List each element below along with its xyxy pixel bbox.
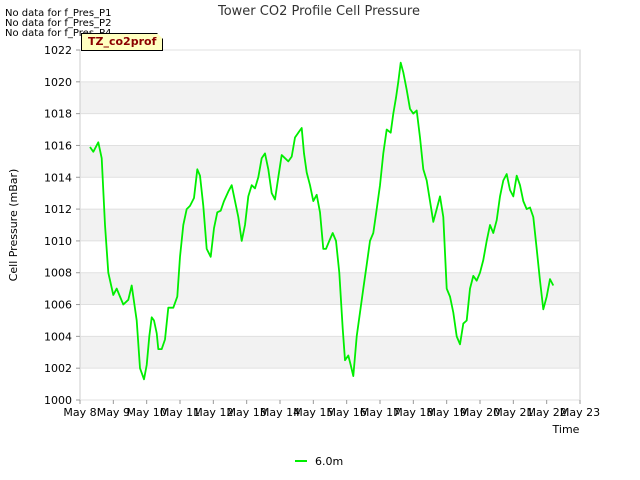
band-1014 <box>80 145 580 178</box>
band-1010 <box>80 209 580 241</box>
x-tick-label: May 11 <box>160 406 200 419</box>
y-tick-label: 1012 <box>44 203 72 216</box>
band-1016 <box>80 113 580 146</box>
site-badge: TZ_co2prof <box>81 33 164 51</box>
y-axis-ticks: 1000 1002 1004 1006 1008 1010 1012 1014 1016 1018… <box>44 44 580 407</box>
x-tick-label: May 10 <box>127 406 167 419</box>
y-tick-label: 1010 <box>44 235 72 248</box>
y-tick-label: 1016 <box>44 139 72 152</box>
x-axis-label: Time <box>552 423 580 436</box>
band-1006 <box>80 272 580 305</box>
y-tick-label: 1004 <box>44 330 72 343</box>
band-1002 <box>80 336 580 369</box>
x-tick-label: May 19 <box>427 406 467 419</box>
y-tick-label: 1002 <box>44 362 72 375</box>
no-data-notice-1: No data for f_Pres_P1 <box>5 8 112 19</box>
band-1018 <box>80 81 580 114</box>
x-tick-label: May 16 <box>327 406 367 419</box>
band-1000 <box>80 368 580 400</box>
y-tick-label: 1008 <box>44 267 72 280</box>
x-tick-label: May 13 <box>227 406 267 419</box>
y-tick-label: 1018 <box>44 108 72 121</box>
series-lines <box>89 61 555 381</box>
x-tick-label: May 12 <box>193 406 233 419</box>
x-tick-label: May 22 <box>527 406 567 419</box>
y-tick-label: 1022 <box>44 44 72 57</box>
band-1004 <box>80 304 580 337</box>
y-axis-label: Cell Pressure (mBar) <box>7 169 20 282</box>
x-tick-label: May 15 <box>293 406 333 419</box>
band-1008 <box>80 240 580 273</box>
x-tick-label: May 18 <box>393 406 433 419</box>
x-tick-label: May 21 <box>493 406 533 419</box>
band-1012 <box>80 177 580 210</box>
x-tick-label: May 20 <box>460 406 500 419</box>
y-tick-label: 1014 <box>44 171 72 184</box>
x-tick-label: May 9 <box>97 406 130 419</box>
no-data-notice-2: No data for f_Pres_P2 <box>5 18 112 29</box>
legend-label-6m: 6.0m <box>315 455 343 468</box>
band-1020 <box>80 50 580 82</box>
x-tick-label: May 8 <box>63 406 96 419</box>
legend: 6.0m <box>295 455 343 468</box>
y-tick-label: 1000 <box>44 394 72 407</box>
chart-title: Tower CO2 Profile Cell Pressure <box>217 4 420 19</box>
x-tick-label: May 14 <box>260 406 300 419</box>
x-tick-label: May 23 <box>560 406 600 419</box>
background-bands <box>80 50 580 400</box>
series-line-60m <box>89 61 555 381</box>
no-data-notice-3: No data for f_Pres_P4 <box>5 28 112 39</box>
y-tick-label: 1006 <box>44 299 72 312</box>
x-tick-label: May 17 <box>360 406 400 419</box>
y-tick-label: 1020 <box>44 76 72 89</box>
